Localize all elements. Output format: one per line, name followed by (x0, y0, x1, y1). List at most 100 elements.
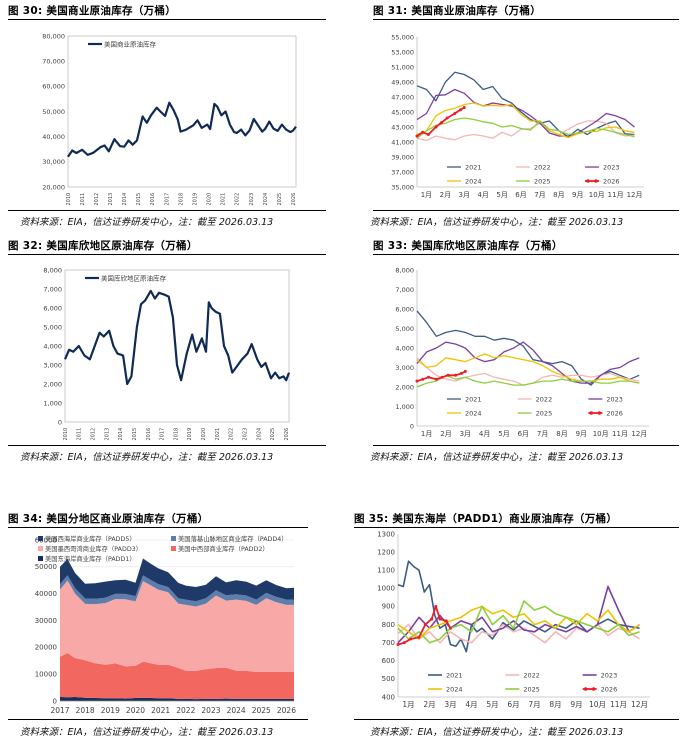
x-tick-label: 2021 (215, 428, 221, 441)
title-rule (8, 19, 326, 20)
data-point-2026 (440, 375, 444, 379)
y-tick-label: 6,000 (43, 304, 62, 312)
legend-label-2026: 2026 (606, 409, 623, 417)
legend-label: 美国中西部商业库存（PADD2） (178, 544, 269, 553)
x-tick-label: 2024 (227, 706, 246, 715)
x-tick-label: 2022 (235, 193, 241, 206)
chart-title-34: 图 34: 美国分地区商业原油库存（万桶） (8, 513, 209, 525)
x-tick-label: 6月 (507, 700, 519, 709)
x-tick-label: 2月 (440, 191, 451, 199)
x-tick-label: 2月 (423, 700, 435, 709)
legend-label-2025: 2025 (536, 409, 553, 417)
legend-label-2023: 2023 (601, 671, 618, 679)
x-tick-label: 2026 (291, 193, 297, 206)
legend-label-2025: 2025 (534, 177, 551, 185)
x-tick-label: 2010 (66, 193, 72, 206)
x-tick-label: 8月 (549, 700, 561, 709)
y-tick-label: 1200 (377, 548, 395, 556)
title-rule (354, 527, 679, 528)
x-tick-label: 2月 (440, 430, 451, 438)
x-tick-label: 1月 (402, 700, 414, 709)
x-tick-label: 2025 (277, 193, 283, 206)
legend-label: 美国东海岸商业库存（PADD1） (45, 554, 136, 563)
series-line (63, 289, 291, 386)
y-tick-label: 43,000 (391, 123, 414, 131)
y-tick-label: 5,000 (43, 323, 62, 331)
series-line-2022 (397, 623, 640, 644)
data-point-2026 (427, 375, 431, 379)
series-line-2023 (416, 341, 640, 384)
series-line-2021 (397, 560, 640, 653)
chart-title-33: 图 33: 美国库欣地区原油库存（万桶） (373, 240, 563, 252)
legend-label: 美国库欣地区原油库存 (101, 273, 167, 282)
chart-title-31: 图 31: 美国商业原油库存（万桶） (373, 5, 542, 17)
source-note: 资料来源：EIA，信达证券研发中心，注：截至 2026.03.13 (20, 727, 274, 738)
y-tick-label: 1,000 (43, 399, 62, 407)
x-tick-label: 2019 (187, 428, 193, 441)
data-point-2026 (463, 369, 467, 373)
legend-label-2021: 2021 (465, 163, 482, 171)
source-note: 资料来源：EIA，信达证券研发中心，注：截至 2026.03.13 (20, 452, 274, 463)
x-tick-label: 2017 (160, 428, 166, 441)
x-tick-label: 9月 (570, 700, 582, 709)
data-point-2026 (415, 379, 419, 383)
chart-title-35: 图 35: 美国东海岸（PADD1）商业原油库存（万桶） (354, 513, 618, 525)
data-point-2026 (449, 626, 452, 630)
x-tick-label: 3月 (444, 700, 456, 709)
legend-label-2026: 2026 (603, 177, 620, 185)
legend-marker (589, 411, 594, 415)
y-tick-label: 10000 (35, 670, 57, 678)
x-tick-label: 2022 (176, 706, 195, 715)
y-tick-label: 60000 (35, 536, 57, 544)
y-tick-label: 41,000 (391, 138, 414, 146)
x-tick-label: 7月 (534, 191, 545, 199)
area-1 (60, 697, 294, 701)
y-tick-label: 47,000 (391, 93, 414, 101)
series-line-2026 (397, 605, 452, 646)
y-tick-label: 30,000 (42, 158, 65, 166)
y-tick-label: 1300 (377, 530, 395, 538)
y-tick-label: 3,000 (395, 364, 414, 372)
x-tick-label: 2019 (192, 193, 198, 206)
source-rule (354, 719, 679, 720)
x-tick-label: 2016 (146, 428, 152, 441)
y-tick-label: 39,000 (391, 153, 414, 161)
x-tick-label: 2018 (173, 428, 179, 441)
source-note: 资料来源：EIA，信达证券研发中心，注：截至 2026.03.13 (20, 217, 274, 228)
x-tick-label: 10月 (589, 700, 606, 709)
legend-label: 美国墨西哥湾商业库存（PADD3） (45, 544, 142, 553)
source-note: 资料来源：EIA，信达证券研发中心，注：截至 2026.03.13 (370, 727, 624, 738)
x-tick-label: 8月 (553, 191, 564, 199)
x-tick-label: 5月 (498, 430, 509, 438)
data-point-2026 (421, 377, 425, 381)
x-tick-label: 3月 (460, 430, 471, 438)
x-tick-label: 2015 (136, 193, 142, 206)
x-tick-label: 2024 (263, 193, 269, 206)
y-tick-label: 600 (382, 657, 395, 665)
series-line-2025 (397, 600, 640, 644)
x-tick-label: 2020 (126, 706, 145, 715)
y-tick-label: 49,000 (391, 78, 414, 86)
y-tick-label: 20,000 (42, 183, 65, 191)
x-tick-label: 9月 (576, 430, 587, 438)
y-tick-label: 20000 (35, 644, 57, 652)
x-tick-label: 12月 (627, 191, 643, 199)
y-tick-label: 0 (53, 697, 57, 705)
data-point-2026 (409, 637, 413, 641)
y-tick-label: 3,000 (43, 361, 62, 369)
x-tick-label: 2024 (256, 428, 262, 441)
legend-swatch (38, 546, 43, 551)
x-tick-label: 7月 (528, 700, 540, 709)
x-tick-label: 2018 (76, 706, 95, 715)
data-point-2026 (417, 635, 421, 639)
data-point-2026 (430, 617, 434, 621)
area-5 (60, 558, 294, 602)
y-tick-label: 50,000 (42, 108, 65, 116)
y-tick-label: 7,000 (395, 286, 414, 294)
data-point-2026 (423, 623, 427, 627)
chart-title-32: 图 32: 美国库欣地区原油库存（万桶） (8, 240, 198, 252)
y-tick-label: 50000 (35, 563, 57, 571)
area-2 (60, 653, 294, 700)
